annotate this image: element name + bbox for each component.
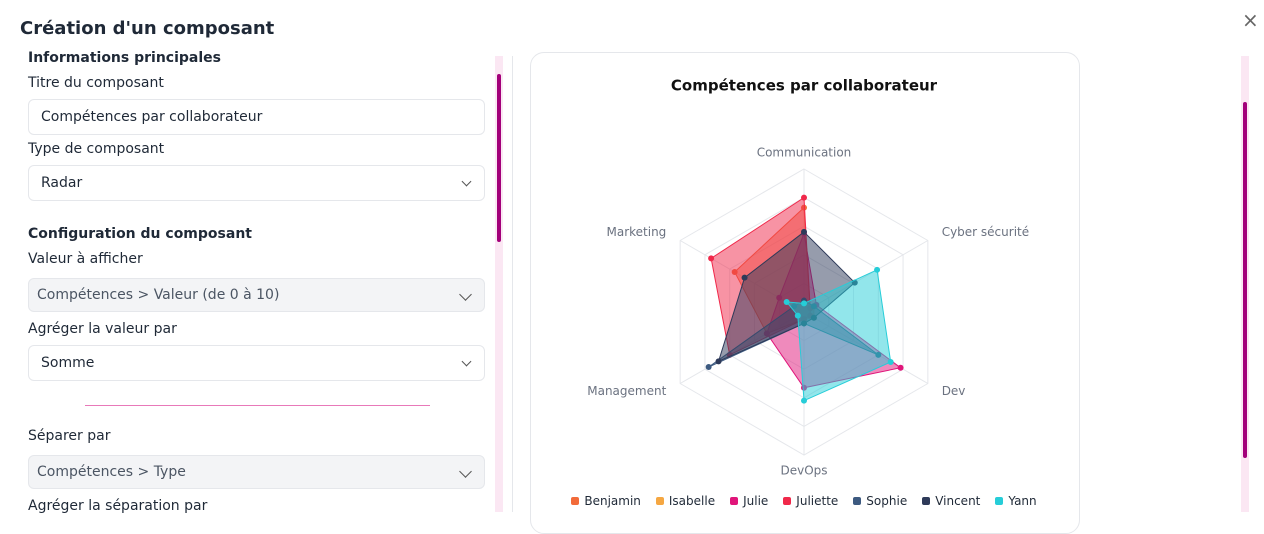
legend-label: Sophie: [866, 494, 908, 508]
select[interactable]: Compétences > Type: [28, 455, 485, 489]
data-point: [801, 194, 807, 201]
data-point: [801, 397, 807, 404]
legend-swatch: [655, 497, 664, 505]
select-value: Compétences > Type: [37, 464, 186, 480]
legend-item[interactable]: Sophie: [853, 494, 907, 508]
data-point: [715, 358, 722, 365]
field-label: Titre du composant: [28, 75, 164, 91]
axis-label: Communication: [757, 146, 852, 160]
legend-label: Juliette: [796, 494, 839, 508]
section-heading: Informations principales: [28, 50, 221, 66]
close-button[interactable]: ×: [1242, 8, 1259, 32]
field-label: Agréger la valeur par: [28, 321, 177, 337]
select[interactable]: Somme: [28, 345, 485, 381]
legend: Benjamin Isabelle Julie Juliette Sophie Vince…: [530, 494, 1078, 508]
legend-swatch: [571, 497, 580, 505]
chart-title: Compétences par collaborateur: [671, 77, 938, 95]
data-point: [887, 359, 894, 366]
data-point: [708, 255, 715, 262]
scrollbar[interactable]: [495, 56, 503, 512]
legend-label: Julie: [743, 494, 769, 508]
select-value: Radar: [41, 175, 83, 191]
field-label: Type de composant: [28, 141, 165, 157]
data-point: [801, 300, 807, 307]
legend-label: Benjamin: [584, 494, 641, 508]
legend-label: Yann: [1008, 494, 1037, 508]
field-label: Séparer par: [28, 428, 111, 444]
dialog-title: Création d'un composant: [20, 18, 275, 39]
data-point: [874, 266, 881, 273]
scrollbar[interactable]: [1241, 56, 1249, 512]
legend-item[interactable]: Juliette: [783, 494, 838, 508]
legend-swatch: [730, 497, 739, 505]
legend-item[interactable]: Isabelle: [655, 494, 716, 508]
legend-swatch: [783, 497, 792, 505]
data-point: [783, 298, 790, 305]
legend-swatch: [853, 497, 862, 505]
axis-label: Dev: [942, 384, 966, 398]
data-point: [741, 274, 748, 281]
data-point: [705, 364, 712, 371]
axis-label: Marketing: [606, 225, 666, 239]
legend-item[interactable]: Yann: [995, 494, 1037, 508]
section-heading: Configuration du composant: [28, 226, 252, 242]
select[interactable]: Radar: [28, 165, 485, 201]
separator: [512, 56, 513, 512]
text-input[interactable]: Compétences par collaborateur: [28, 99, 485, 135]
field-label: Valeur à afficher: [28, 251, 143, 267]
legend-swatch: [922, 497, 931, 505]
legend-label: Vincent: [935, 494, 981, 508]
axis-label: DevOps: [780, 464, 827, 478]
divider: [85, 405, 430, 406]
select-value: Compétences > Valeur (de 0 à 10): [37, 287, 280, 303]
legend-swatch: [995, 497, 1004, 505]
data-point: [794, 312, 801, 319]
data-point: [897, 364, 904, 371]
data-point: [801, 228, 807, 235]
axis-label: Management: [587, 384, 666, 398]
legend-item[interactable]: Vincent: [922, 494, 980, 508]
axis-label: Cyber sécurité: [942, 225, 1029, 239]
legend-item[interactable]: Benjamin: [571, 494, 641, 508]
legend-item[interactable]: Julie: [730, 494, 768, 508]
select-value: Somme: [41, 355, 95, 371]
select[interactable]: Compétences > Valeur (de 0 à 10): [28, 278, 485, 312]
field-label: Agréger la séparation par: [28, 498, 208, 514]
legend-label: Isabelle: [668, 494, 716, 508]
